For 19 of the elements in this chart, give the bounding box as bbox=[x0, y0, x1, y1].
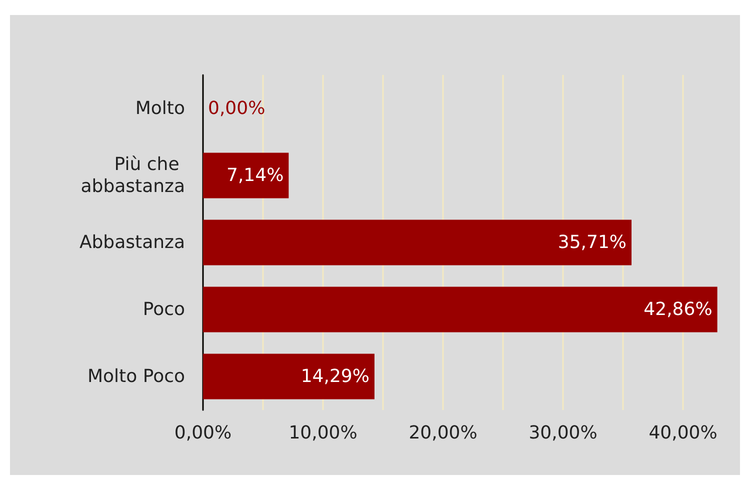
x-tick-label: 40,00% bbox=[648, 422, 718, 444]
data-label: 35,71% bbox=[558, 232, 627, 253]
y-tick-label: Poco bbox=[142, 299, 185, 320]
x-tick-label: 10,00% bbox=[288, 422, 358, 444]
x-tick-label: 0,00% bbox=[174, 422, 232, 444]
data-label: 7,14% bbox=[226, 165, 284, 186]
y-tick-label: Abbastanza bbox=[79, 232, 185, 253]
y-tick-label: Molto bbox=[135, 98, 185, 119]
data-label: 0,00% bbox=[208, 98, 266, 119]
x-tick-label: 30,00% bbox=[528, 422, 598, 444]
y-tick-label: Molto Poco bbox=[88, 366, 185, 387]
x-tick-label: 20,00% bbox=[408, 422, 478, 444]
y-tick-label: Più che abbastanza bbox=[80, 154, 185, 197]
bar bbox=[203, 354, 374, 400]
bar bbox=[203, 152, 289, 198]
data-label: 14,29% bbox=[300, 366, 370, 387]
bar bbox=[203, 286, 718, 332]
data-label: 42,86% bbox=[644, 299, 712, 320]
bar bbox=[203, 220, 632, 266]
